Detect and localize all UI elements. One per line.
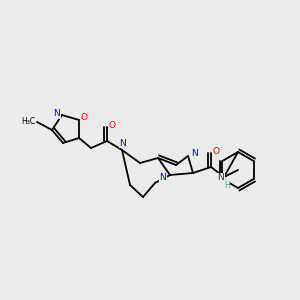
Text: H₃C: H₃C: [21, 116, 35, 125]
Text: N: N: [120, 139, 126, 148]
Text: O: O: [80, 113, 88, 122]
Text: O: O: [212, 148, 220, 157]
Text: N: N: [190, 149, 197, 158]
Text: N: N: [54, 110, 60, 118]
Text: N: N: [160, 173, 167, 182]
Text: H: H: [224, 181, 230, 190]
Text: O: O: [109, 122, 116, 130]
Text: N: N: [218, 173, 224, 182]
